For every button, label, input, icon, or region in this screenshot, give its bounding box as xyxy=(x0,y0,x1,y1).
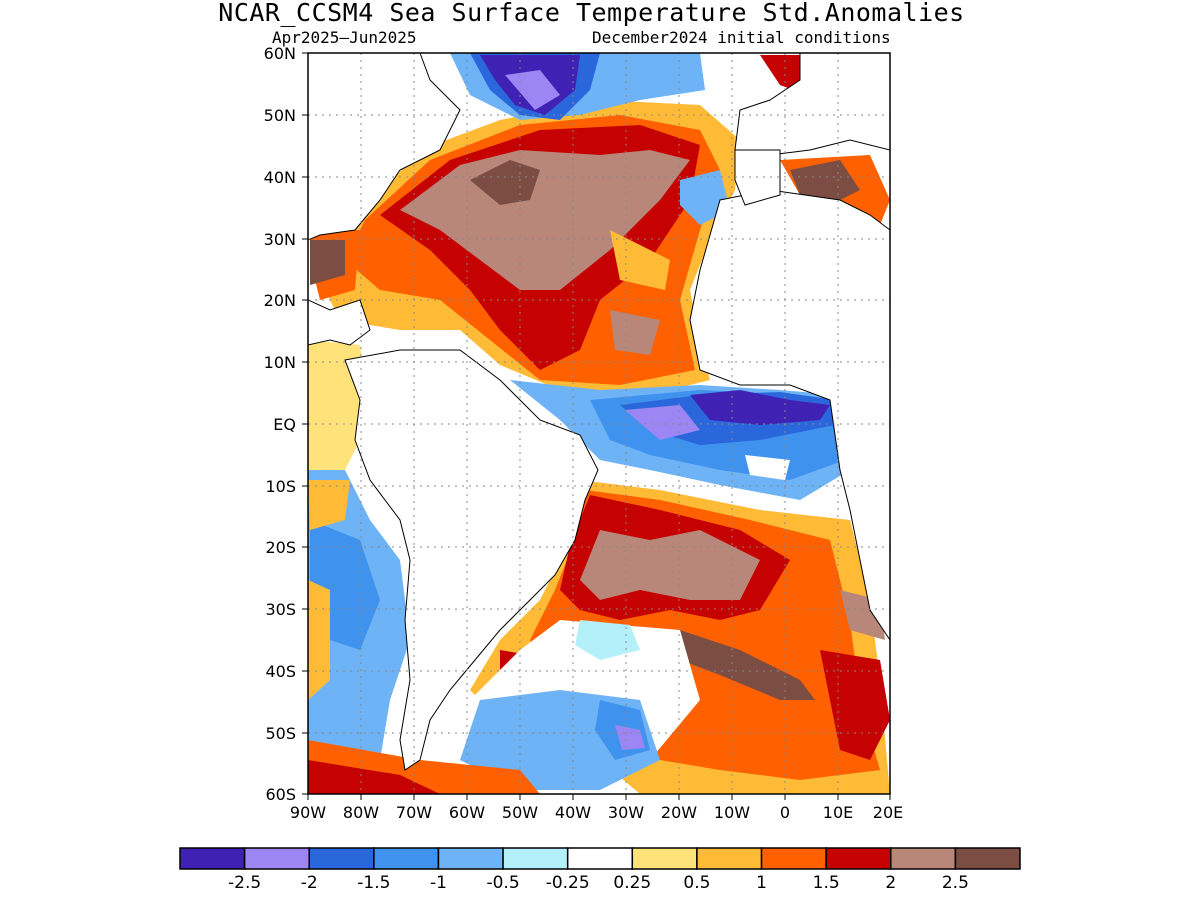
colorbar-swatch xyxy=(825,847,892,870)
colorbar-swatch xyxy=(243,847,310,870)
colorbar-labels: -2.5 -2 -1.5 -1 -0.5 -0.25 0.25 0.5 1 1.5 2 2.5 xyxy=(228,873,969,893)
lon-label: 10W xyxy=(714,803,750,822)
colorbar-swatch xyxy=(954,847,1021,870)
axis-ticks xyxy=(302,52,891,800)
lat-label: 60N xyxy=(264,44,296,63)
lat-label: 50S xyxy=(265,724,296,743)
colorbar-label: 1 xyxy=(756,873,767,893)
colorbar-swatch xyxy=(179,847,246,870)
longitude-labels: 90W 80W 70W 60W 50W 40W 30W 20W 10W 0 10… xyxy=(290,803,903,822)
lon-label: 20W xyxy=(661,803,697,822)
lon-label: 60W xyxy=(449,803,485,822)
colorbar-label: -0.5 xyxy=(486,873,519,893)
colorbar-swatch xyxy=(502,847,569,870)
north-atlantic-warm-anomaly xyxy=(310,100,740,395)
grid-lines xyxy=(308,53,890,794)
colorbar-swatch xyxy=(437,847,504,870)
lat-label: 30N xyxy=(264,230,296,249)
lat-label: 40S xyxy=(265,662,296,681)
colorbar-swatch xyxy=(566,847,634,870)
colorbar-label: 1.5 xyxy=(813,873,840,893)
colorbar-swatch xyxy=(760,847,827,870)
north-america xyxy=(308,53,461,241)
lon-label: 10E xyxy=(823,803,853,822)
colorbar-label: -1 xyxy=(430,873,447,893)
lat-label: 10S xyxy=(265,477,296,496)
lon-label: 40W xyxy=(555,803,591,822)
lat-label: 40N xyxy=(264,168,296,187)
lon-label: 80W xyxy=(343,803,379,822)
south-atlantic-cold-patches xyxy=(460,620,700,790)
lat-label: EQ xyxy=(273,415,296,434)
anomaly-field xyxy=(308,53,890,794)
colorbar-label: 0.5 xyxy=(683,873,710,893)
lon-label: 70W xyxy=(396,803,432,822)
land-masses xyxy=(308,53,890,771)
central-america xyxy=(308,299,371,346)
colorbar xyxy=(179,847,1021,870)
south-america xyxy=(344,349,599,771)
map-title: NCAR_CCSM4 Sea Surface Temperature Std.A… xyxy=(218,0,965,27)
lat-label: 10N xyxy=(264,353,296,372)
lat-label: 50N xyxy=(264,106,296,125)
lon-label: 50W xyxy=(502,803,538,822)
colorbar-label: 2.5 xyxy=(942,873,969,893)
lon-label: 90W xyxy=(290,803,326,822)
colorbar-label: 0.25 xyxy=(613,873,651,893)
colorbar-swatch xyxy=(308,847,375,870)
africa xyxy=(689,189,890,641)
equatorial-cold-anomaly xyxy=(510,380,850,500)
lon-label: 0 xyxy=(780,803,790,822)
lat-label: 20S xyxy=(265,538,296,557)
colorbar-label: -0.25 xyxy=(546,873,590,893)
colorbar-swatch xyxy=(890,847,957,870)
lon-label: 30W xyxy=(608,803,644,822)
colorbar-swatch xyxy=(373,847,440,870)
colorbar-label: -2 xyxy=(301,873,318,893)
colorbar-swatch xyxy=(631,847,698,870)
lat-label: 20N xyxy=(264,291,296,310)
lat-label: 30S xyxy=(265,600,296,619)
colorbar-label: -1.5 xyxy=(357,873,390,893)
lon-label: 20E xyxy=(873,803,903,822)
forecast-period: Apr2025–Jun2025 xyxy=(272,28,417,47)
latitude-labels: 60N 50N 40N 30N 20N 10N EQ 10S 20S 30S 4… xyxy=(264,44,296,804)
initial-conditions: December2024 initial conditions xyxy=(592,28,891,47)
colorbar-label: -2.5 xyxy=(228,873,261,893)
colorbar-swatch xyxy=(696,847,763,870)
colorbar-label: 2 xyxy=(885,873,896,893)
lat-label: 60S xyxy=(265,785,296,804)
